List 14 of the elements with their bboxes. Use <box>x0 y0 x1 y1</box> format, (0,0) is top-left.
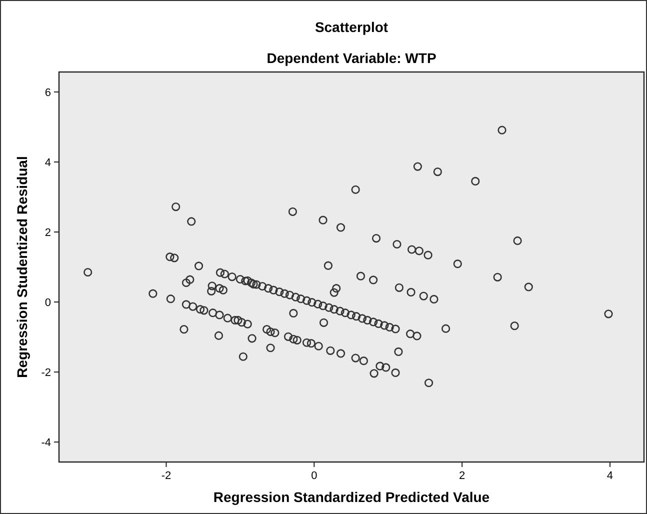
y-tick-label: -2 <box>41 367 51 380</box>
y-tick-label: 6 <box>44 86 51 99</box>
x-tick-label: 4 <box>606 470 614 482</box>
y-axis-title: Regression Studentized Residual <box>14 156 30 378</box>
y-tick-label: -4 <box>41 437 51 450</box>
y-tick-label: 0 <box>44 297 51 310</box>
chart-subtitle: Dependent Variable: WTP <box>266 50 436 66</box>
y-tick-label: 2 <box>44 226 51 239</box>
x-tick-label: 2 <box>459 470 466 482</box>
x-tick-label: -2 <box>161 470 172 482</box>
y-tick-label: 4 <box>44 156 51 169</box>
x-tick-label: 0 <box>311 470 318 482</box>
x-axis-title: Regression Standardized Predicted Value <box>213 489 490 505</box>
chart-title: Scatterplot <box>314 19 388 35</box>
